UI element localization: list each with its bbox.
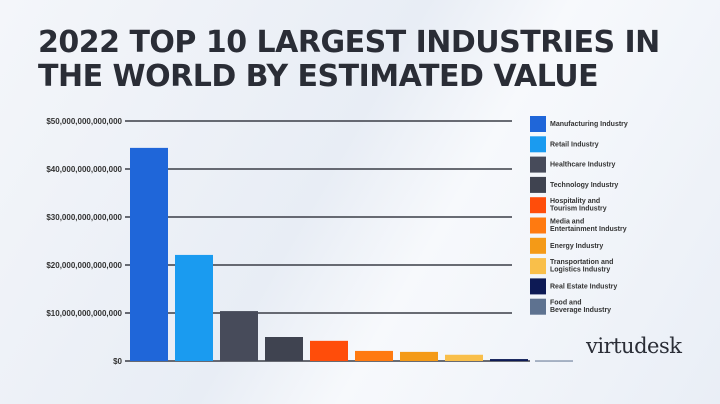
bar-5 [310,340,348,361]
bar-7 [400,351,438,361]
legend-label: Retail Industry [550,141,599,148]
bar-9 [490,359,528,361]
legend-swatch [530,176,546,193]
y-tick-label: $40,000,000,000,000 [46,165,122,174]
legend-swatch [530,258,546,275]
y-tick-label: $0 [113,357,122,366]
legend-swatch [530,116,546,132]
bar-4 [265,337,303,361]
bar-2 [175,254,213,361]
legend-label: Manufacturing Industry [550,121,628,128]
bar-3 [220,311,258,361]
legend-label: Food and Beverage Industry [550,300,611,315]
y-tick-label: $10,000,000,000,000 [46,309,122,318]
bar-1 [130,147,168,361]
legend-swatch [530,298,546,315]
legend-swatch [530,278,546,295]
legend-label: Real Estate Industry [550,283,617,290]
legend-label: Energy Industry [550,243,603,250]
bar-8 [445,354,483,361]
y-tick-label: $50,000,000,000,000 [46,117,122,126]
legend-label: Media and Entertainment Industry [550,219,627,234]
y-tick-label: $20,000,000,000,000 [46,261,122,270]
legend-label: Technology Industry [550,182,618,189]
legend-label: Hospitality and Tourism Industry [550,198,607,213]
y-tick-label: $30,000,000,000,000 [46,213,122,222]
legend-swatch [530,237,546,254]
legend-label: Transportation and Logistics Industry [550,259,613,274]
legend-swatch [530,197,546,214]
chart-title: 2022 TOP 10 LARGEST INDUSTRIES IN THE WO… [38,25,660,94]
legend-swatch [530,217,546,234]
legend-swatch [530,136,546,153]
bar-10 [535,360,573,362]
legend-swatch [530,156,546,173]
virtudesk-logo: virtudesk [586,334,682,358]
legend-label: Healthcare Industry [550,162,615,169]
bar-6 [355,350,393,361]
